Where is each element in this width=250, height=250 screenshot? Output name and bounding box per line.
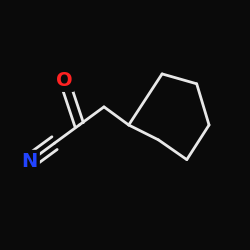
Text: N: N bbox=[22, 152, 38, 171]
Text: O: O bbox=[56, 71, 73, 90]
